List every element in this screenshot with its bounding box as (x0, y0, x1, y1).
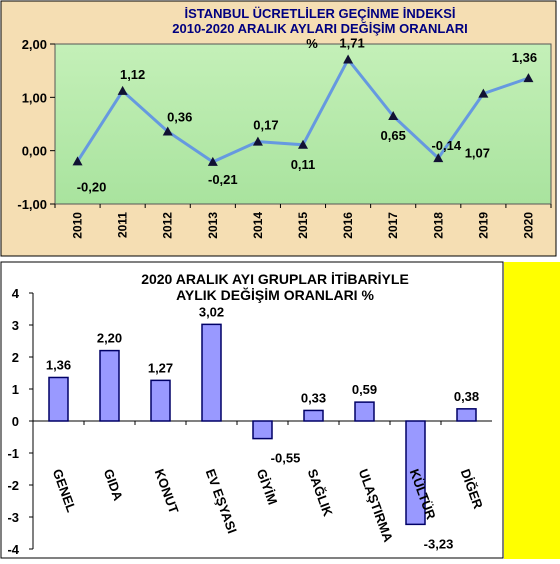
line-point (72, 156, 83, 166)
bar (354, 401, 375, 422)
line-point (298, 139, 308, 149)
line-value-label: 0,17 (253, 118, 278, 133)
bar-value-label: 0,59 (352, 382, 377, 397)
line-value-label: 1,71 (339, 35, 364, 50)
line-chart-plot-area (54, 43, 552, 205)
bar (405, 420, 426, 526)
line-x-tick-label: 2020 (521, 212, 535, 239)
line-x-tick-label: 2014 (251, 212, 265, 239)
bar-y-tick-label: -3 (7, 510, 19, 525)
line-x-tick-label: 2010 (71, 212, 85, 239)
bar-y-tick-label: 0 (12, 414, 19, 429)
bar-y-tick-label: -1 (7, 446, 19, 461)
line-point (388, 111, 399, 120)
line-x-tick-label: 2013 (206, 212, 220, 239)
line-chart-subtitle: 2010-2020 ARALIK AYLARI DEĞİŞİM ORANLARI (172, 21, 467, 36)
line-x-tick-label: 2017 (386, 212, 400, 239)
bar (99, 349, 120, 422)
line-value-label: -0,21 (208, 172, 238, 187)
bar-y-tick-label: -2 (7, 478, 19, 493)
bar (456, 408, 477, 422)
line-point (523, 73, 534, 83)
bar-value-label: -0,55 (271, 451, 301, 466)
bar-value-label: 0,38 (454, 389, 479, 404)
bar-y-tick-label: 2 (12, 350, 19, 365)
line-value-label: 0,11 (291, 157, 316, 172)
line-x-tick-label: 2012 (161, 212, 175, 239)
line-value-label: 1,07 (465, 146, 490, 161)
line-y-tick-label: -1,00 (17, 197, 47, 212)
line-chart-unit: % (306, 36, 318, 51)
line-point (162, 126, 173, 136)
yellow-side-strip (504, 262, 560, 559)
bar-y-tick-label: 1 (12, 382, 19, 397)
bar-chart-subtitle: AYLIK DEĞİŞİM ORANLARI % (176, 286, 374, 303)
line-x-tick-label: 2011 (116, 212, 130, 238)
line-value-label: -0,20 (77, 179, 107, 194)
line-x-tick-label: 2019 (476, 212, 490, 239)
bar (303, 409, 324, 422)
line-y-tick-label: 1,00 (22, 90, 47, 105)
bar-y-tick-label: 3 (12, 318, 19, 333)
line-point (117, 85, 128, 95)
bar-value-label: 1,27 (148, 360, 173, 375)
line-point (343, 54, 354, 64)
line-point (207, 156, 218, 166)
line-x-tick-label: 2016 (341, 212, 355, 239)
bar-value-label: -3,23 (424, 536, 454, 551)
line-chart-layer: -1,00 0,00 1,00 2,00 2010 2011 2012 2013 2014 201… (17, 35, 552, 239)
bar-y-tick-label: -4 (7, 542, 19, 557)
line-value-label: 0,65 (381, 128, 406, 143)
line-point (433, 153, 444, 163)
line-y-tick-label: 0,00 (22, 144, 47, 159)
line-x-tick-label: 2018 (431, 212, 445, 239)
line-value-label: -0,14 (431, 138, 461, 153)
line-value-label: 1,12 (120, 67, 145, 82)
bar-value-label: 1,36 (46, 357, 71, 372)
bar (150, 379, 171, 422)
line-chart-title: İSTANBUL ÜCRETLİLER GEÇİNME İNDEKSİ (184, 6, 455, 21)
bar-value-label: 2,20 (97, 331, 122, 346)
line-value-label: 1,36 (512, 50, 537, 65)
line-point (478, 88, 489, 98)
bar-value-label: 0,33 (301, 390, 326, 405)
bar (201, 323, 222, 422)
bar-chart-title: 2020 ARALIK AYI GRUPLAR İTİBARİYLE (141, 271, 409, 287)
bar-y-tick-label: 4 (12, 286, 20, 301)
line-x-tick-label: 2015 (296, 212, 310, 239)
line-value-label: 0,36 (167, 109, 192, 124)
bar (252, 420, 273, 440)
bar (48, 376, 69, 422)
line-point (252, 136, 263, 146)
bar-value-label: 3,02 (199, 304, 224, 319)
line-y-tick-label: 2,00 (22, 37, 47, 52)
